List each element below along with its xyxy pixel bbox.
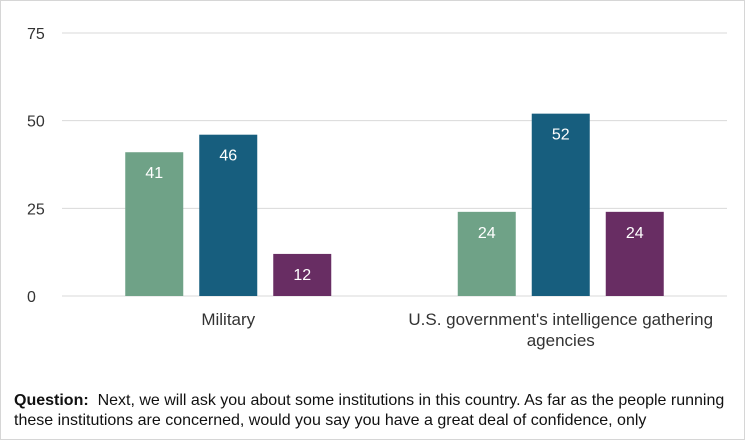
bar [273,253,332,296]
y-tick-label: 0 [27,289,36,306]
category-label: agencies [527,331,595,350]
y-tick-label: 75 [27,26,45,43]
y-tick-label: 50 [27,114,45,131]
question-body: Next, we will ask you about some institu… [14,392,725,429]
bar [125,152,184,296]
data-label: 24 [478,225,496,242]
y-axis-ticks: 0 25 50 75 [27,26,45,306]
data-labels: 41 46 12 24 52 24 [145,127,643,284]
data-label: 52 [552,127,570,144]
data-label: 24 [626,225,644,242]
question-text: Question: Next, we will ask you about so… [14,391,734,431]
data-label: 46 [219,148,237,165]
bar [605,211,664,296]
data-label: 41 [145,165,163,182]
bar [199,134,258,296]
category-label: U.S. government's intelligence gathering [408,310,713,329]
bars [125,113,664,296]
category-labels: Military U.S. government's intelligence g… [201,310,713,350]
y-tick-label: 25 [27,201,45,218]
bar [457,211,516,296]
category-label: Military [201,310,255,329]
data-label: 12 [293,267,311,284]
bar-chart: 0 25 50 75 41 46 12 24 52 24 Military U.S. govern… [27,26,727,350]
bar [531,113,590,296]
question-label: Question: [14,392,89,409]
